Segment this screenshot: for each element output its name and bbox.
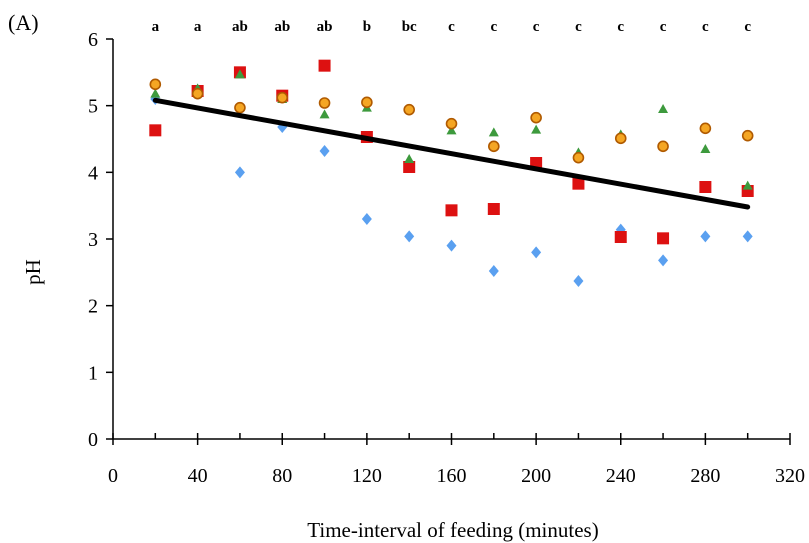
diamond-point — [446, 239, 457, 252]
y-tick-label: 5 — [88, 96, 98, 118]
diamond-point — [361, 213, 372, 225]
y-axis-title: pH — [21, 259, 45, 285]
x-tick-label: 280 — [690, 465, 720, 487]
significance-letter: a — [194, 19, 202, 35]
circle-point — [234, 101, 246, 114]
significance-letter: b — [363, 19, 371, 35]
significance-letter: c — [660, 19, 667, 35]
circle-point — [403, 103, 415, 116]
x-tick-labels: 0 40 80 120 160 200 240 280 320 — [108, 465, 805, 487]
axes — [106, 38, 791, 445]
y-tick-labels: 0 1 2 3 4 5 6 — [88, 29, 98, 451]
square-point — [318, 59, 331, 72]
diamond-point — [531, 246, 542, 259]
diamond-point — [742, 230, 753, 243]
y-tick-label: 6 — [88, 29, 98, 51]
significance-letter: c — [448, 19, 455, 35]
x-tick-label: 200 — [521, 465, 551, 487]
triangle-point — [404, 154, 415, 163]
x-tick-label: 240 — [606, 465, 636, 487]
triangle-point — [446, 125, 457, 135]
y-tick-label: 4 — [88, 162, 98, 184]
triangle-point — [150, 88, 161, 98]
square-point — [657, 232, 670, 245]
x-tick-label: 80 — [272, 465, 292, 487]
y-tick-label: 1 — [88, 362, 98, 384]
diamond-point — [700, 230, 711, 243]
square-point — [699, 181, 712, 193]
y-tick-label: 3 — [88, 229, 98, 251]
circle-point — [572, 151, 585, 164]
triangle-point — [488, 127, 499, 137]
triangle-point — [658, 104, 669, 113]
significance-letter: c — [744, 19, 751, 35]
circle-point — [361, 96, 373, 109]
circle-point — [530, 111, 542, 124]
triangle-point — [319, 109, 330, 119]
circle-point — [741, 129, 754, 142]
x-tick-label: 160 — [437, 465, 467, 487]
diamond-point — [658, 254, 669, 267]
circle-point — [191, 87, 204, 100]
square-point — [487, 203, 500, 215]
trendline — [152, 97, 751, 210]
circle-point — [488, 140, 500, 153]
x-tick-label: 40 — [188, 465, 208, 487]
square-point — [614, 231, 627, 243]
diamond-point — [488, 265, 499, 277]
trendline-layer — [152, 97, 751, 210]
panel-label: (A) — [8, 10, 39, 35]
significance-letter: ab — [232, 19, 248, 35]
triangle-point — [234, 69, 245, 79]
significance-letter: a — [152, 19, 160, 35]
x-tick-label: 120 — [352, 465, 382, 487]
significance-letter: c — [490, 19, 497, 35]
significance-letter: ab — [274, 19, 290, 35]
square-point — [149, 124, 162, 137]
diamond-point — [404, 230, 415, 243]
square-point — [572, 177, 585, 190]
significance-letter: c — [702, 19, 709, 35]
triangle-point — [531, 124, 542, 134]
circle-point — [614, 132, 627, 145]
circle-point — [318, 97, 331, 109]
diamond-point — [234, 166, 245, 179]
y-tick-label: 2 — [88, 296, 98, 318]
circle-point — [149, 78, 162, 91]
square-point — [403, 161, 416, 173]
y-tick-label: 0 — [88, 429, 98, 451]
significance-letter: c — [575, 19, 582, 35]
circle-point — [699, 122, 712, 135]
significance-letters: a a ab ab ab b bc c c c c c c c c — [152, 19, 752, 35]
circle-point — [657, 140, 669, 153]
significance-letter: c — [617, 19, 624, 35]
diamond-point — [319, 145, 330, 157]
x-axis-title: Time-interval of feeding (minutes) — [307, 518, 598, 542]
x-tick-label: 320 — [775, 465, 805, 487]
diamond-point — [573, 275, 584, 287]
significance-letter: ab — [317, 19, 333, 35]
triangle-point — [742, 180, 753, 190]
circle-point — [445, 117, 458, 130]
triangle-point — [700, 144, 711, 153]
circle-point — [276, 91, 289, 104]
significance-letter: c — [533, 19, 540, 35]
significance-letter: bc — [402, 19, 417, 35]
square-point — [445, 204, 458, 217]
x-tick-label: 0 — [108, 465, 118, 487]
data-points — [149, 59, 754, 287]
